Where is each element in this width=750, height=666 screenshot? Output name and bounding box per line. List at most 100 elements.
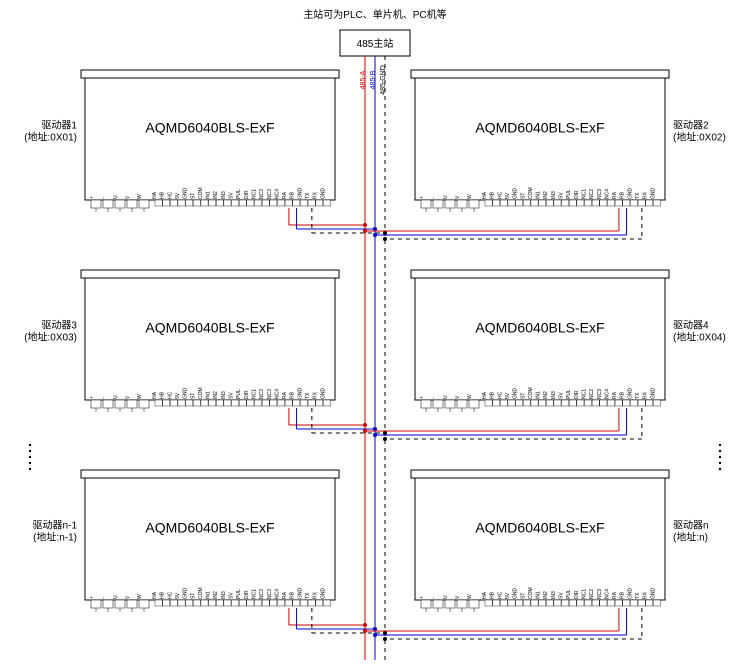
- svg-text:GND: GND: [650, 188, 656, 200]
- svg-text:IN2: IN2: [543, 591, 549, 599]
- svg-text:GND: GND: [183, 588, 189, 600]
- ellipsis-dot: [29, 444, 31, 446]
- driver-L0: AQMD6040BLS-ExF+-UVWHAHBHC5VGNDSTCOMIN1I…: [81, 70, 339, 212]
- svg-text:ST: ST: [520, 593, 526, 599]
- svg-text:W: W: [467, 394, 473, 399]
- svg-text:COM: COM: [198, 387, 204, 399]
- svg-text:GND: GND: [650, 388, 656, 400]
- svg-text:NC2: NC2: [589, 389, 595, 399]
- svg-text:HA: HA: [482, 391, 488, 399]
- bus-tap-dot: [373, 427, 377, 431]
- svg-text:TX: TX: [305, 392, 311, 399]
- svg-text:TX: TX: [305, 192, 311, 199]
- svg-text:IN3: IN3: [551, 391, 557, 399]
- svg-text:ST: ST: [190, 593, 196, 599]
- side-label: 驱动器n: [673, 520, 709, 532]
- ellipsis-dot: [719, 462, 721, 464]
- bus-tap-dot: [363, 229, 367, 233]
- bus-label-485-GND: 485-GND: [380, 65, 387, 95]
- svg-text:IN2: IN2: [213, 191, 219, 199]
- svg-text:HB: HB: [160, 591, 166, 599]
- svg-text:W: W: [137, 194, 143, 199]
- side-label: (地址:0X03): [24, 331, 77, 344]
- ellipsis-dot: [29, 450, 31, 452]
- svg-text:SV: SV: [229, 192, 235, 199]
- svg-text:GND: GND: [513, 588, 519, 600]
- svg-text:GND: GND: [320, 188, 326, 200]
- ellipsis-dot: [719, 444, 721, 446]
- svg-text:ST: ST: [520, 193, 526, 199]
- svg-text:RX: RX: [313, 591, 319, 599]
- svg-text:HB: HB: [490, 191, 496, 199]
- svg-text:GND: GND: [320, 388, 326, 400]
- svg-text:RB: RB: [620, 191, 626, 199]
- bus-tap-dot: [383, 237, 387, 241]
- svg-text:IN1: IN1: [206, 191, 212, 199]
- svg-text:RB: RB: [620, 591, 626, 599]
- driver-L1: AQMD6040BLS-ExF+-UVWHAHBHC5VGNDSTCOMIN1I…: [81, 270, 339, 412]
- svg-text:AQMD6040BLS-ExF: AQMD6040BLS-ExF: [475, 119, 604, 135]
- svg-text:NC3: NC3: [597, 389, 603, 399]
- ellipsis-dot: [29, 468, 31, 470]
- svg-text:GND: GND: [513, 188, 519, 200]
- driver-R1: AQMD6040BLS-ExF+-UVWHAHBHC5VGNDSTCOMIN1I…: [411, 270, 669, 412]
- bus-tap-dot: [373, 433, 377, 437]
- side-label: (地址:0X02): [673, 131, 726, 144]
- svg-text:IN3: IN3: [221, 591, 227, 599]
- svg-text:NC3: NC3: [597, 589, 603, 599]
- svg-text:AQMD6040BLS-ExF: AQMD6040BLS-ExF: [145, 319, 274, 335]
- svg-text:TX: TX: [635, 392, 641, 399]
- svg-text:+: +: [419, 196, 425, 199]
- svg-text:HA: HA: [482, 191, 488, 199]
- svg-text:NC2: NC2: [259, 589, 265, 599]
- svg-text:NC1: NC1: [581, 589, 587, 599]
- svg-text:IN1: IN1: [206, 591, 212, 599]
- svg-text:IN3: IN3: [551, 591, 557, 599]
- svg-text:5V: 5V: [505, 192, 511, 199]
- svg-text:NC2: NC2: [259, 389, 265, 399]
- svg-text:NC2: NC2: [589, 589, 595, 599]
- svg-text:NC1: NC1: [581, 389, 587, 399]
- ellipsis-dot: [719, 456, 721, 458]
- svg-text:RX: RX: [313, 391, 319, 399]
- svg-text:RX: RX: [643, 591, 649, 599]
- svg-text:DIR: DIR: [574, 590, 580, 599]
- svg-text:HC: HC: [167, 391, 173, 399]
- svg-text:W: W: [467, 594, 473, 599]
- svg-text:GND: GND: [297, 588, 303, 600]
- svg-text:RB: RB: [290, 391, 296, 399]
- svg-text:GND: GND: [297, 188, 303, 200]
- master-label: 485主站: [357, 37, 394, 50]
- svg-text:U: U: [443, 195, 449, 199]
- side-label: (地址:n): [673, 531, 708, 544]
- svg-text:TX: TX: [635, 592, 641, 599]
- svg-text:HA: HA: [152, 591, 158, 599]
- bus-tap-dot: [363, 623, 367, 627]
- svg-text:GND: GND: [183, 188, 189, 200]
- bus-tap-dot: [373, 227, 377, 231]
- svg-text:DIR: DIR: [244, 590, 250, 599]
- svg-text:NC4: NC4: [604, 389, 610, 399]
- svg-text:HC: HC: [497, 191, 503, 199]
- ellipsis-dot: [29, 462, 31, 464]
- svg-text:RX: RX: [643, 191, 649, 199]
- bus-tap-dot: [373, 233, 377, 237]
- svg-text:HC: HC: [497, 391, 503, 399]
- svg-text:SV: SV: [559, 592, 565, 599]
- svg-text:U: U: [443, 595, 449, 599]
- svg-text:GND: GND: [627, 388, 633, 400]
- side-label: (地址:n-1): [33, 531, 77, 544]
- svg-text:RA: RA: [612, 191, 618, 199]
- svg-text:IN2: IN2: [213, 591, 219, 599]
- side-label: 驱动器3: [41, 320, 77, 332]
- svg-text:COM: COM: [528, 387, 534, 399]
- bus-label-485-A: 485-A: [360, 70, 367, 89]
- svg-text:IN1: IN1: [206, 391, 212, 399]
- bus-tap-dot: [363, 223, 367, 227]
- svg-text:ST: ST: [520, 393, 526, 399]
- svg-text:DIR: DIR: [244, 190, 250, 199]
- svg-text:IN3: IN3: [221, 391, 227, 399]
- svg-text:HB: HB: [490, 391, 496, 399]
- bus-tap-dot: [363, 429, 367, 433]
- svg-text:GND: GND: [650, 588, 656, 600]
